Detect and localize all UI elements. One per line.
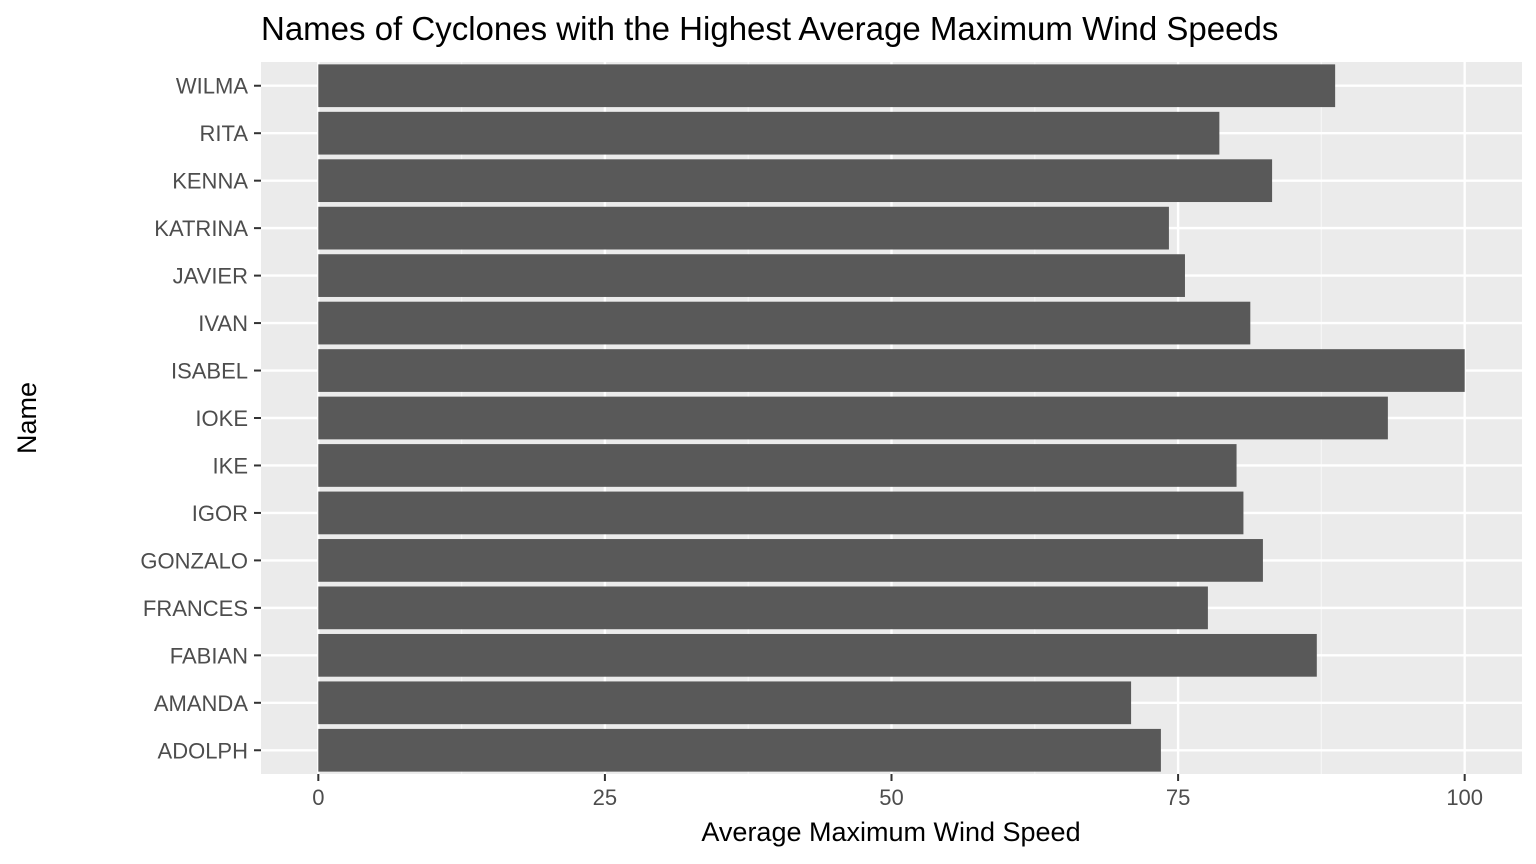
bar-gonzalo — [318, 539, 1263, 582]
bar-wilma — [318, 64, 1336, 108]
y-tick-label: KATRINA — [154, 216, 248, 241]
chart-title: Names of Cyclones with the Highest Avera… — [261, 10, 1278, 47]
x-axis-ticks: 0 25 50 75 100 — [312, 774, 1483, 810]
y-tick-label: ISABEL — [171, 359, 248, 384]
y-axis-title: Name — [12, 382, 42, 454]
y-tick-label: IGOR — [192, 501, 248, 526]
bar-kenna — [318, 159, 1273, 203]
y-tick-label: KENNA — [172, 169, 248, 194]
bar-frances — [318, 586, 1208, 630]
bar-amanda — [318, 681, 1132, 725]
y-tick-label: AMANDA — [154, 691, 248, 716]
bar-igor — [318, 491, 1244, 535]
x-tick-label: 75 — [1166, 785, 1190, 810]
y-tick-label: RITA — [200, 121, 249, 146]
bar-adolph — [318, 728, 1161, 772]
x-tick-label: 25 — [593, 785, 617, 810]
y-tick-label: GONZALO — [140, 548, 248, 573]
bar-ivan — [318, 301, 1251, 345]
x-tick-label: 50 — [879, 785, 903, 810]
bar-isabel — [318, 349, 1465, 392]
y-tick-label: IOKE — [195, 406, 248, 431]
x-axis-title: Average Maximum Wind Speed — [701, 817, 1080, 847]
y-axis-ticks: WILMA RITA KENNA KATRINA JAVIER IVAN ISABEL IOK… — [140, 74, 261, 763]
bar-rita — [318, 111, 1220, 155]
bar-javier — [318, 254, 1185, 297]
x-tick-label: 0 — [312, 785, 324, 810]
bar-ike — [318, 444, 1237, 487]
y-tick-label: IVAN — [198, 311, 248, 336]
x-tick-label: 100 — [1446, 785, 1483, 810]
bars — [318, 64, 1465, 772]
y-tick-label: IKE — [213, 453, 248, 478]
bar-ioke — [318, 396, 1388, 440]
y-tick-label: FABIAN — [170, 643, 248, 668]
y-tick-label: FRANCES — [143, 596, 248, 621]
y-tick-label: ADOLPH — [158, 738, 248, 763]
bar-katrina — [318, 206, 1169, 250]
y-tick-label: WILMA — [176, 74, 248, 99]
y-tick-label: JAVIER — [173, 264, 248, 289]
bar-fabian — [318, 633, 1317, 677]
